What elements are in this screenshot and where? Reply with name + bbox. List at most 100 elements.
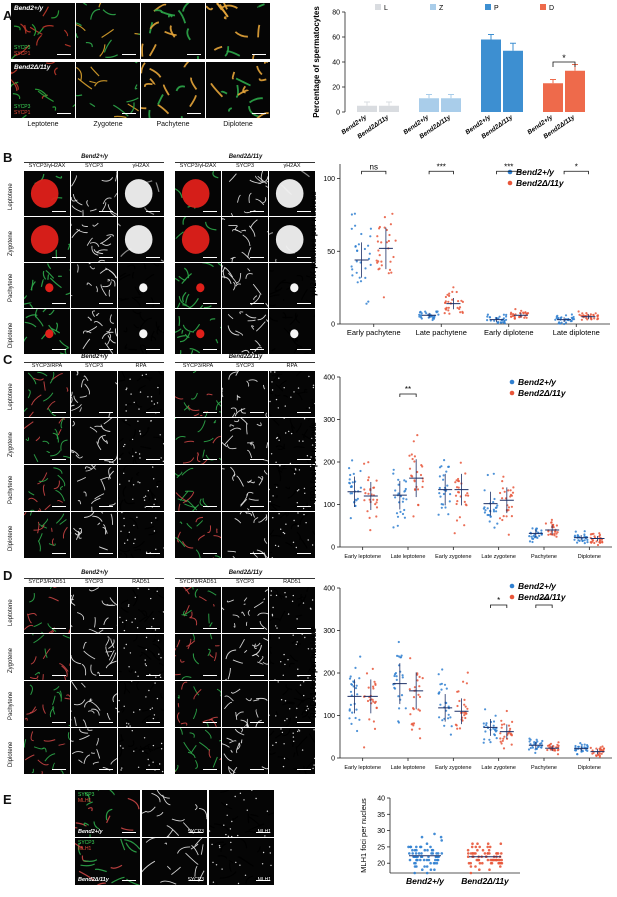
data-point <box>510 505 513 508</box>
panel-c-tile-0-2-1-strand <box>94 493 105 500</box>
panel-c-tile-0-3-2-focus <box>133 524 135 527</box>
data-point <box>585 312 588 315</box>
panel-d-tile-0-0-2-strand <box>153 590 157 593</box>
panel-c-tile-0-0-2 <box>118 371 164 417</box>
panel-b-tile-1-2-2-strand <box>306 275 313 278</box>
panel-c-tile-1-0-1-scale-bar <box>250 411 264 413</box>
data-point <box>444 506 447 509</box>
panel-e-tile-0-1-strand <box>151 792 161 803</box>
panel-b-tile-0-2-0-strand <box>45 269 55 279</box>
panel-d-tile-0-2-1-strand <box>112 693 117 703</box>
y-axis-title: RPA foci per nucleus <box>309 422 318 502</box>
data-point <box>431 317 434 320</box>
panel-a-tile-1-3-strand <box>235 84 239 99</box>
panel-c-tile-1-1-2 <box>269 418 315 464</box>
panel-d-tile-0-1-1-strand <box>105 660 117 669</box>
panel-d-tile-1-2-2-focus <box>295 716 297 718</box>
panel-d-tile-0-2-0-image <box>24 684 70 727</box>
panel-b-tile-1-3-2-strand <box>271 348 276 352</box>
panel-a-tile-1-2-strand <box>141 62 146 74</box>
panel-c-tile-1-0-1-strand <box>222 387 224 398</box>
panel-b-tile-0-3-0-strand <box>42 309 47 313</box>
panel-c-tile-1-2-0-strand <box>178 503 181 511</box>
panel-e-tile-1-2-strand <box>217 855 228 859</box>
panel-c-tile-0-2-2-focus <box>144 506 146 508</box>
panel-a-tile-1-1 <box>76 62 140 118</box>
panel-c-tile-0-3-2-scale-bar <box>146 552 160 554</box>
panel-c-tile-0-2-0-strand <box>53 467 63 474</box>
panel-a-tile-1-0-strand <box>37 90 54 103</box>
panel-b-tile-1-2-1-strand <box>265 302 268 308</box>
panel-a-stage-label: Pachytene <box>156 121 190 128</box>
data-point <box>408 688 411 691</box>
panel-b-tile-1-1-1-strand <box>242 234 251 246</box>
panel-c-tile-0-3-0-strand <box>41 518 49 528</box>
panel-c-tile-0-3-0-strand <box>37 540 41 552</box>
panel-b-tile-1-0-1-strand <box>262 197 267 204</box>
data-point <box>488 738 491 741</box>
panel-d-tile-0-0-2-focus <box>128 604 130 606</box>
panel-c-tile-1-0-1-strand <box>228 371 238 380</box>
panel-c-tile-1-2-0-strand <box>186 499 198 511</box>
data-point <box>348 467 351 470</box>
legend-marker <box>507 180 513 186</box>
panel-b-tile-1-0-0-signal-blob <box>181 179 210 208</box>
panel-d-tile-1-0-2-scale-bar <box>297 627 311 629</box>
panel-e-tile-0-2-focus <box>243 799 245 801</box>
panel-c-tile-1-3-1-strand <box>234 517 242 524</box>
panel-d-tile-0-1-2-strand <box>159 670 164 674</box>
data-point <box>354 716 357 720</box>
data-point <box>421 480 424 483</box>
panel-a-tile-0-0-strand <box>20 23 27 34</box>
panel-b-tile-0-3-2-scale-bar <box>146 348 160 350</box>
panel-c-tile-1-1-2-focus <box>311 444 314 446</box>
data-point <box>488 868 491 871</box>
bar-D-0 <box>543 83 563 112</box>
data-point <box>445 306 448 309</box>
panel-b-tile-0-0-1-strand <box>86 199 89 207</box>
panel-d-tile-0-3-1-strand <box>78 759 83 763</box>
panel-e-tile-0-1-strand <box>142 810 147 814</box>
panel-b-tile-1-1-2-signal-blob <box>275 225 304 254</box>
data-point <box>380 264 383 267</box>
data-point <box>547 533 550 536</box>
panel-c-tile-1-0-2-strand <box>274 393 281 397</box>
panel-d-tile-0-3-0-image <box>24 731 70 774</box>
panel-a-tile-1-0-strand <box>46 62 56 65</box>
panel-d-tile-1-2-2-strand <box>296 699 304 708</box>
data-point <box>555 535 558 538</box>
panel-c-tile-1-1-2-strand <box>273 418 280 420</box>
data-point <box>418 685 421 688</box>
panel-e-tile-0-2-scale-bar <box>256 831 270 833</box>
panel-d-tile-1-2-2-strand <box>301 710 305 716</box>
data-point <box>506 732 509 735</box>
panel-d-tile-0-0-2-strand <box>155 587 159 590</box>
panel-b-tile-1-3-1-strand <box>254 340 261 347</box>
panel-c-tile-1-0-0-scale-bar <box>203 411 217 413</box>
panel-c-tile-1-0-2-strand <box>305 403 315 410</box>
panel-d-tile-1-1-2-strand <box>269 646 272 655</box>
panel-e-tile-1-1-strand <box>164 842 168 845</box>
data-point <box>411 475 414 478</box>
x-tick-label: Pachytene <box>531 554 557 560</box>
data-point <box>501 487 504 490</box>
data-point <box>581 312 584 315</box>
panel-c-tile-1-2-1-strand <box>248 498 259 501</box>
panel-c-tile-1-1-2-strand <box>303 428 309 439</box>
data-point <box>390 271 393 274</box>
panel-c-tile-0-0-2-focus <box>145 373 147 376</box>
panel-c-tile-0-2-0-strand <box>53 480 60 490</box>
panel-c-tile-1-1-0-strand <box>196 452 199 456</box>
data-point <box>378 227 381 230</box>
panel-b-tile-1-1-1-strand <box>241 251 251 260</box>
panel-a-tile-0-2-strand <box>148 44 157 57</box>
panel-d-tile-0-2-2-focus <box>129 725 131 727</box>
panel-b-channel-label: SYCP3 <box>84 163 104 169</box>
panel-b-tile-0-2-2-strand <box>144 273 155 282</box>
panel-c-tile-0-1-1-strand <box>109 453 117 464</box>
panel-a-tile-0-3-strand <box>220 4 238 9</box>
significance-bracket <box>552 61 576 67</box>
panel-d-tile-1-2-1-strand <box>236 711 244 717</box>
data-point <box>552 523 555 527</box>
panel-b-tile-0-1-0-strand <box>67 243 70 250</box>
